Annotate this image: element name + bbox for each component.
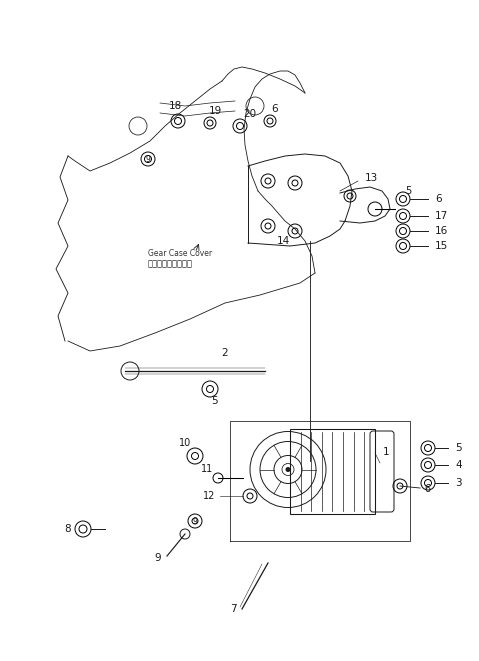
Text: 9: 9 [193, 516, 197, 525]
Text: 5: 5 [212, 396, 218, 406]
Text: 4: 4 [455, 460, 462, 470]
Text: 12: 12 [203, 491, 215, 501]
Text: 5: 5 [455, 443, 462, 453]
Text: 17: 17 [435, 211, 448, 221]
Text: 6: 6 [424, 484, 430, 494]
Text: 1: 1 [383, 447, 389, 457]
Text: Gear Case Cover: Gear Case Cover [148, 249, 212, 258]
Text: 20: 20 [243, 109, 257, 119]
Text: 19: 19 [208, 106, 222, 116]
Text: 13: 13 [365, 173, 378, 183]
Text: 9: 9 [146, 155, 150, 163]
Text: 8: 8 [65, 524, 71, 534]
Text: 14: 14 [276, 236, 290, 246]
Text: 6: 6 [272, 104, 278, 114]
Circle shape [285, 467, 290, 472]
Text: 3: 3 [455, 478, 462, 488]
Text: 11: 11 [201, 464, 213, 474]
Text: 2: 2 [222, 348, 228, 358]
Bar [290, 429, 375, 514]
Text: 9: 9 [155, 553, 161, 563]
Text: 7: 7 [230, 604, 236, 614]
Text: 10: 10 [179, 438, 191, 448]
Text: 16: 16 [435, 226, 448, 236]
Text: 15: 15 [435, 241, 448, 251]
Text: ギヤーケースカバー: ギヤーケースカバー [148, 260, 193, 268]
Text: 6: 6 [435, 194, 442, 204]
Text: 5: 5 [405, 186, 411, 196]
Text: 18: 18 [169, 101, 182, 111]
